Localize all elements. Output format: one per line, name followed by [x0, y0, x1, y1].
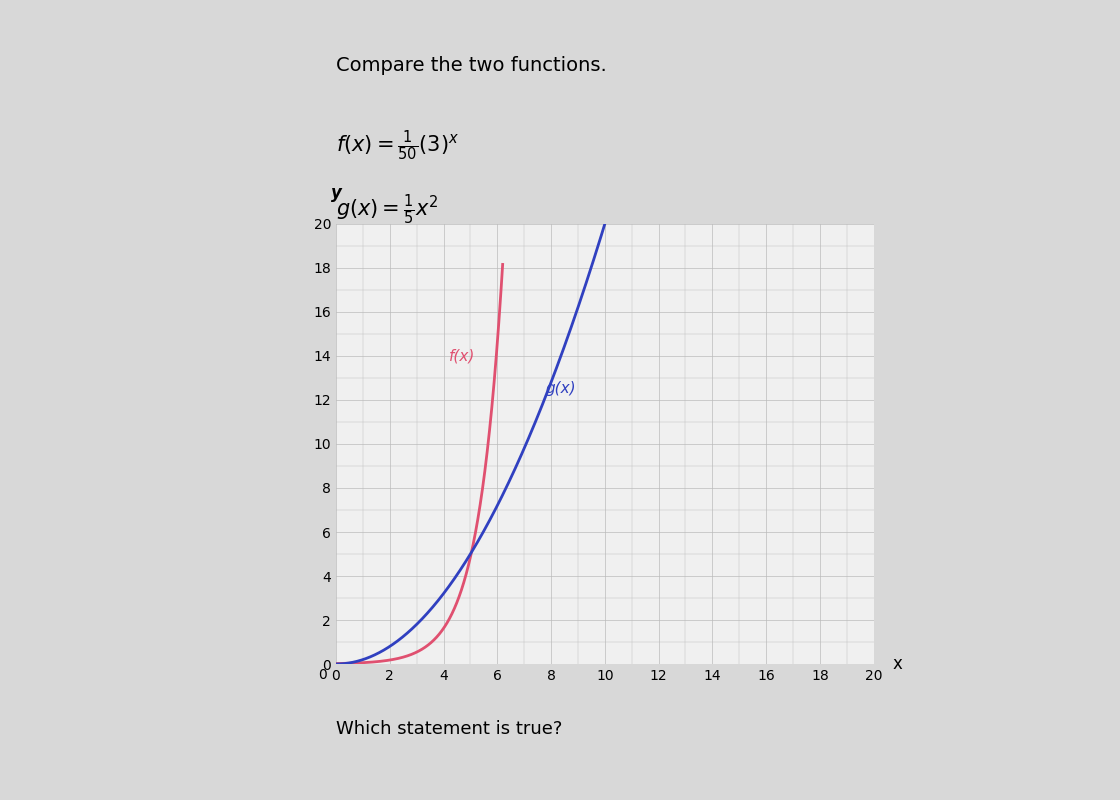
Text: Compare the two functions.: Compare the two functions. — [336, 56, 607, 75]
Text: g(x): g(x) — [545, 382, 577, 397]
Text: $f(x) = \frac{1}{50}(3)^x$: $f(x) = \frac{1}{50}(3)^x$ — [336, 128, 459, 162]
Text: Which statement is true?: Which statement is true? — [336, 720, 562, 738]
Text: $g(x) = \frac{1}{5}x^2$: $g(x) = \frac{1}{5}x^2$ — [336, 192, 439, 226]
Text: f(x): f(x) — [449, 349, 475, 363]
Text: y: y — [330, 184, 342, 202]
Text: x: x — [893, 655, 903, 673]
Text: 0: 0 — [318, 668, 327, 682]
